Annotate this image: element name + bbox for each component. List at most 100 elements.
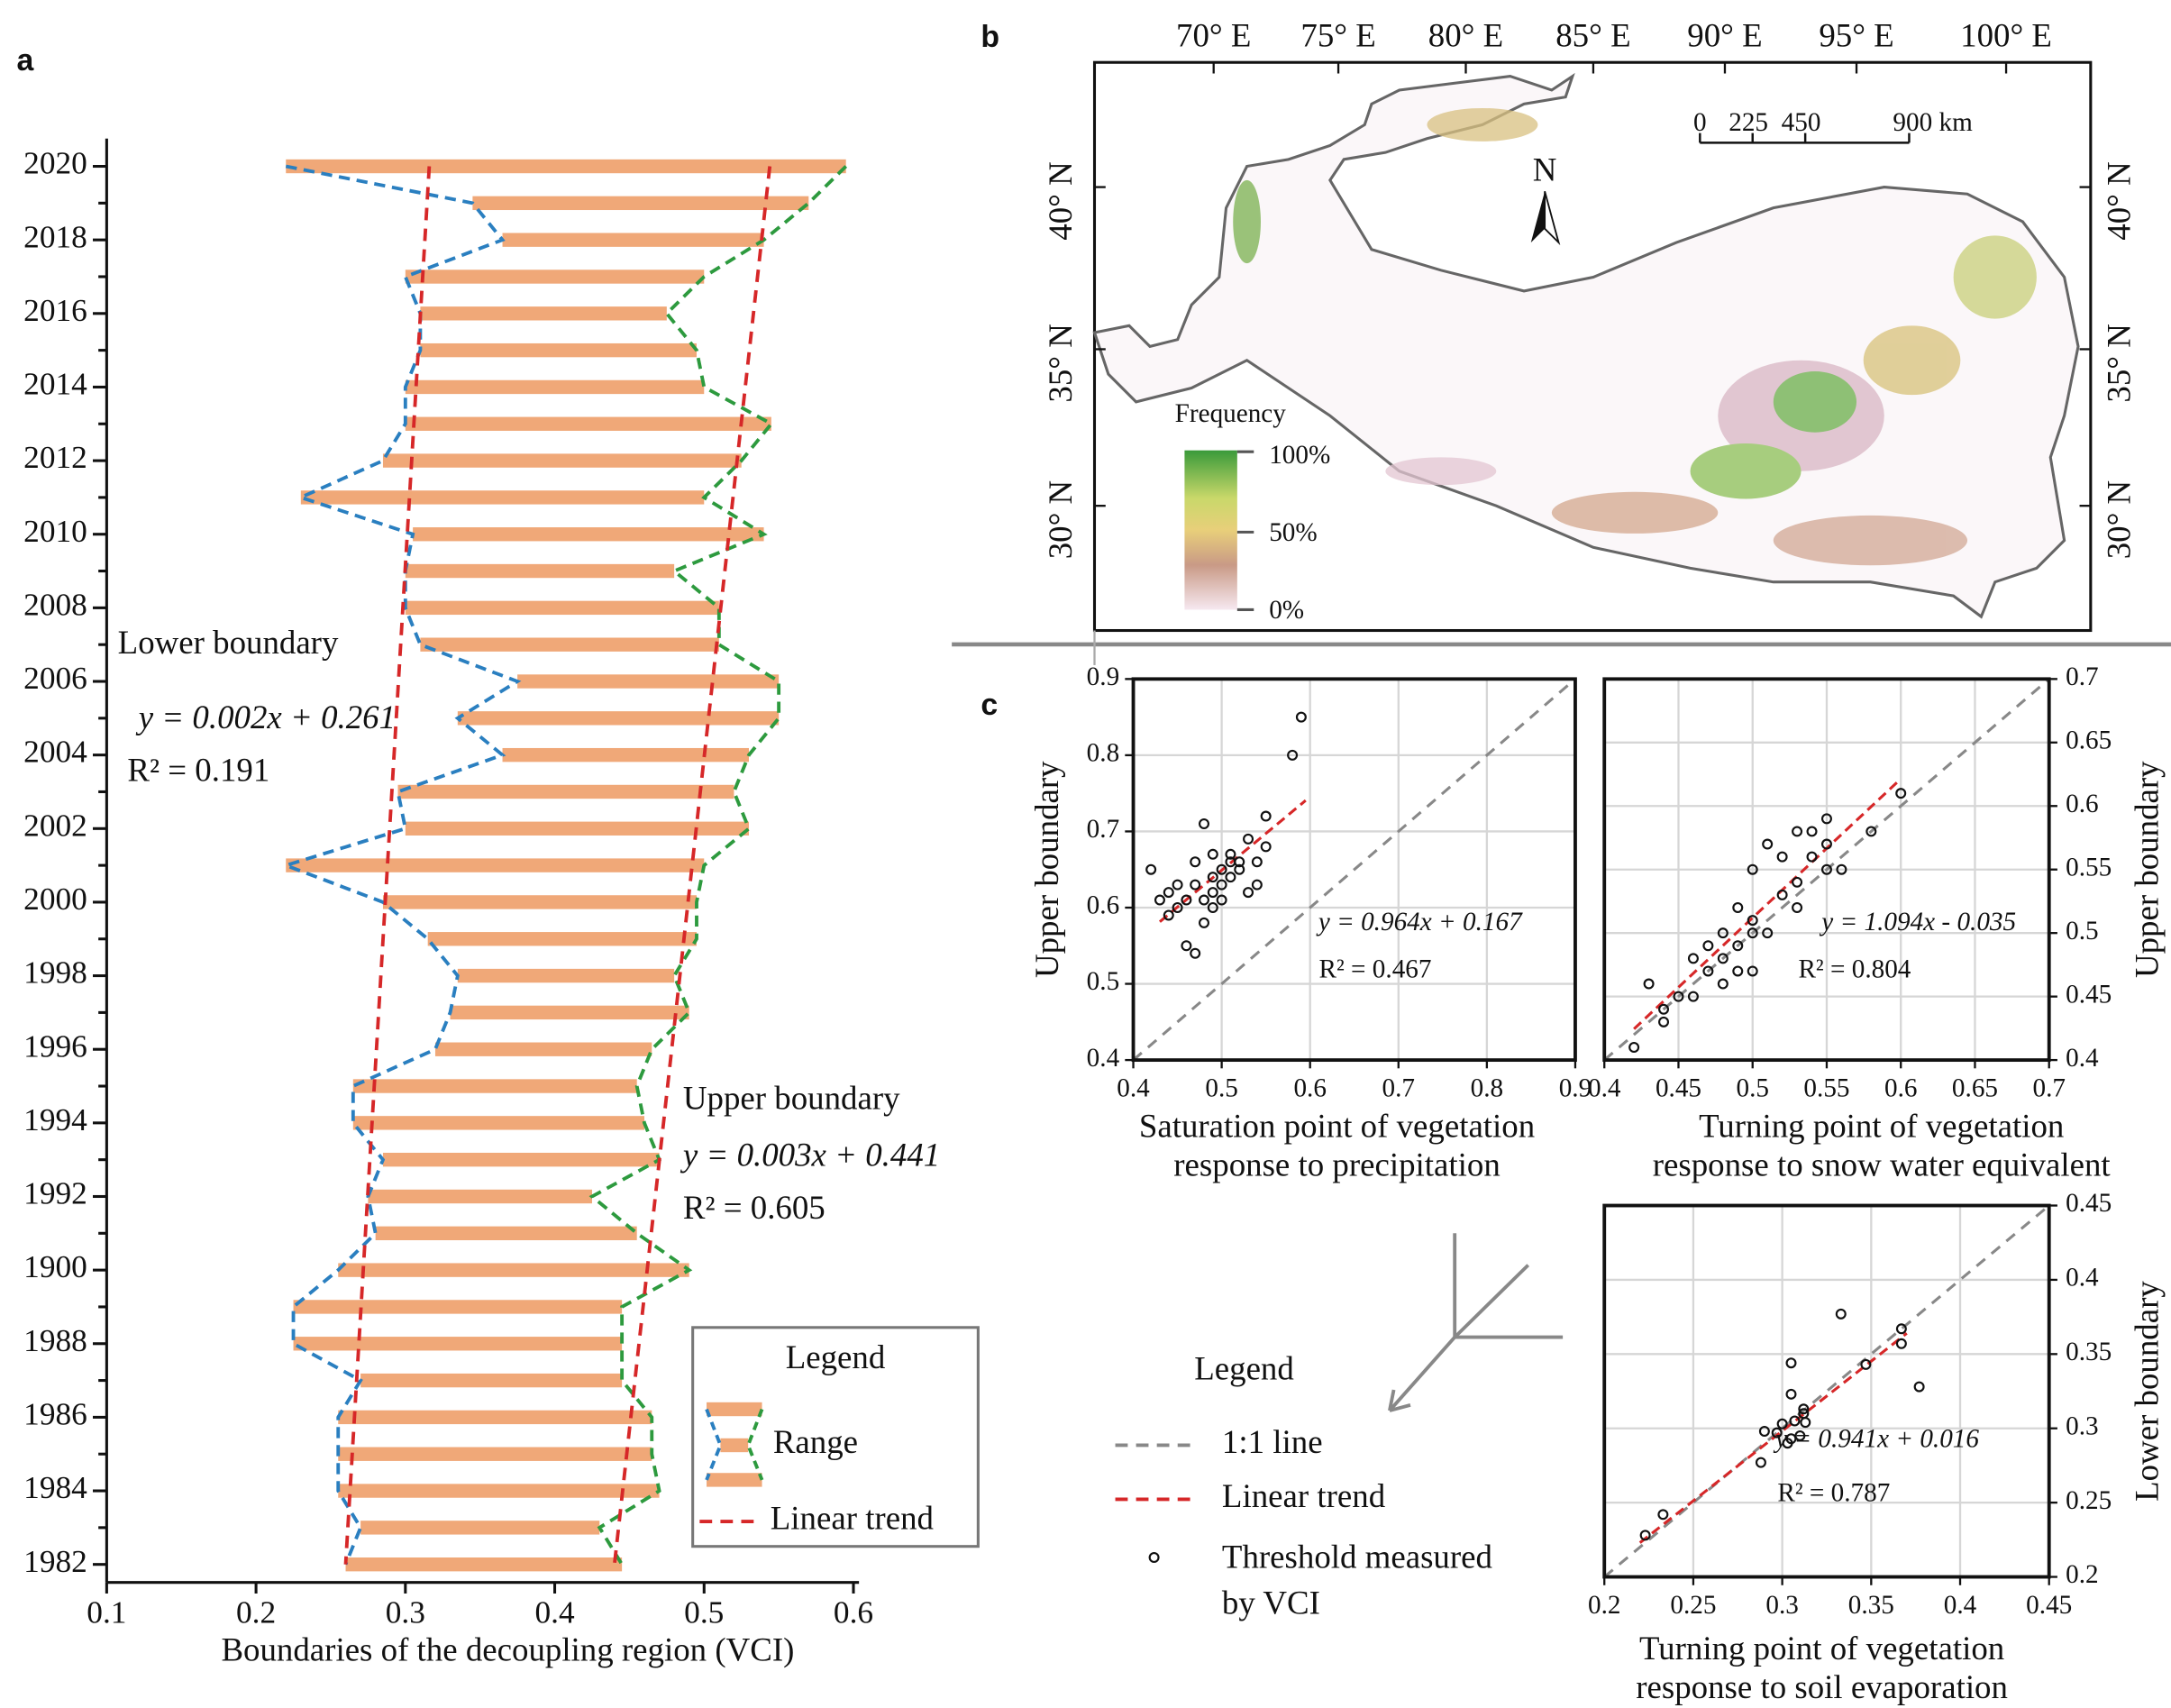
x-tick-label: 0.4 — [1117, 1074, 1150, 1103]
range-bar — [457, 968, 675, 983]
plot-frame — [1131, 677, 1577, 1063]
legend-item: by VCI — [1222, 1584, 1320, 1621]
range-bar — [300, 490, 705, 505]
y-tick-label: 0.45 — [2066, 980, 2112, 1009]
point — [1207, 901, 1218, 913]
trend-r2: R² = 0.804 — [1798, 954, 1911, 983]
latitude-label: 35° N — [1042, 324, 1079, 402]
colorbar-title: Frequency — [1175, 399, 1287, 428]
y-tick-label: 1994 — [23, 1101, 87, 1137]
longitude-label: 85° E — [1555, 17, 1630, 54]
colorbar-label: 50% — [1269, 518, 1318, 547]
point — [1225, 872, 1236, 883]
range-bar — [345, 1557, 623, 1572]
y-tick-label: 0.65 — [2066, 726, 2112, 754]
legend-item: Threshold measured — [1222, 1539, 1492, 1576]
trend-equation: y = 0.964x + 0.167 — [1316, 908, 1523, 936]
y-tick-label: 1982 — [23, 1543, 87, 1579]
legend-range-icon — [720, 1438, 749, 1453]
x-tick-label: 0.65 — [1952, 1074, 1998, 1103]
range-bar — [352, 1079, 637, 1093]
scale-label: 900 km — [1893, 108, 1973, 137]
range-bar — [286, 858, 705, 872]
x-tick-label: 0.1 — [87, 1594, 126, 1630]
point — [1172, 879, 1183, 891]
y-tick-label: 0.3 — [2066, 1411, 2098, 1440]
point — [1190, 947, 1201, 959]
longitude-label: 75° E — [1300, 17, 1375, 54]
point — [1755, 1457, 1766, 1468]
longitude-label: 90° E — [1687, 17, 1762, 54]
one-to-one-line — [1603, 1204, 2050, 1578]
trend-line — [1633, 777, 1902, 1030]
range-bar — [413, 527, 764, 542]
latitude-label: 40° N — [1042, 161, 1079, 240]
latitude-label: 30° N — [1042, 480, 1079, 559]
longitude-label: 100° E — [1960, 17, 2052, 54]
y-tick-label: 2014 — [23, 366, 87, 402]
point — [1251, 856, 1263, 868]
latitude-label: 35° N — [2101, 324, 2138, 402]
point — [1172, 901, 1183, 913]
point — [1163, 909, 1174, 921]
range-bar — [360, 1373, 623, 1388]
legend-range-icon — [746, 1408, 764, 1481]
point — [1762, 838, 1774, 850]
trend-line — [343, 166, 432, 1565]
one-to-one-line — [1603, 678, 2050, 1062]
y-tick-label: 0.5 — [1087, 967, 1119, 996]
point — [1216, 894, 1227, 906]
x-axis-title: Turning point of vegetation — [1639, 1630, 2004, 1667]
trend-equation: y = 0.003x + 0.441 — [680, 1137, 940, 1174]
legend-range-icon — [707, 1402, 762, 1417]
y-tick-label: 2016 — [23, 292, 87, 328]
point — [1913, 1381, 1925, 1393]
point — [1243, 887, 1254, 899]
point — [1225, 848, 1236, 860]
point — [1181, 940, 1192, 952]
range-bar — [382, 895, 697, 909]
range-bar — [427, 932, 697, 946]
x-tick-label: 0.25 — [1670, 1591, 1716, 1620]
y-tick-label: 1992 — [23, 1175, 87, 1211]
trend-line — [612, 166, 772, 1565]
x-axis-title: response to soil evaporation — [1636, 1668, 2008, 1705]
point — [1747, 965, 1758, 977]
y-tick-label: 0.4 — [2066, 1044, 2099, 1073]
point — [1657, 1509, 1669, 1521]
point — [1732, 901, 1744, 913]
point — [1234, 863, 1245, 875]
point — [1798, 1403, 1810, 1415]
point — [1717, 953, 1729, 964]
panel-arrow — [1388, 1233, 1564, 1412]
range-bar — [405, 821, 749, 836]
y-tick-label: 2002 — [23, 807, 87, 843]
point — [1234, 856, 1245, 868]
trend-r2: R² = 0.605 — [683, 1189, 826, 1226]
point — [1260, 841, 1272, 853]
plot-frame — [1602, 677, 2051, 1063]
range-bar — [338, 1410, 652, 1425]
x-tick-label: 0.2 — [1588, 1591, 1620, 1620]
x-tick-label: 0.9 — [1559, 1074, 1592, 1103]
y-tick-label: 0.6 — [2066, 790, 2098, 818]
y-tick-label: 1996 — [23, 1028, 87, 1064]
longitude-label: 95° E — [1819, 17, 1893, 54]
point — [1800, 1417, 1811, 1429]
y-tick-label: 1984 — [23, 1469, 87, 1505]
y-tick-label: 2006 — [23, 660, 87, 696]
point — [1216, 863, 1227, 875]
latitude-label: 30° N — [2101, 480, 2138, 559]
x-axis-title: Boundaries of the decoupling region (VCI… — [221, 1631, 794, 1669]
point — [1181, 894, 1192, 906]
range-bar — [338, 1263, 689, 1277]
x-tick-label: 0.7 — [1382, 1074, 1415, 1103]
legend-title: Legend — [1194, 1349, 1294, 1386]
plateau-outline — [1092, 72, 2080, 619]
point — [1732, 940, 1744, 952]
point — [1820, 838, 1832, 850]
point — [1295, 711, 1307, 723]
map-texture — [1233, 107, 2037, 566]
